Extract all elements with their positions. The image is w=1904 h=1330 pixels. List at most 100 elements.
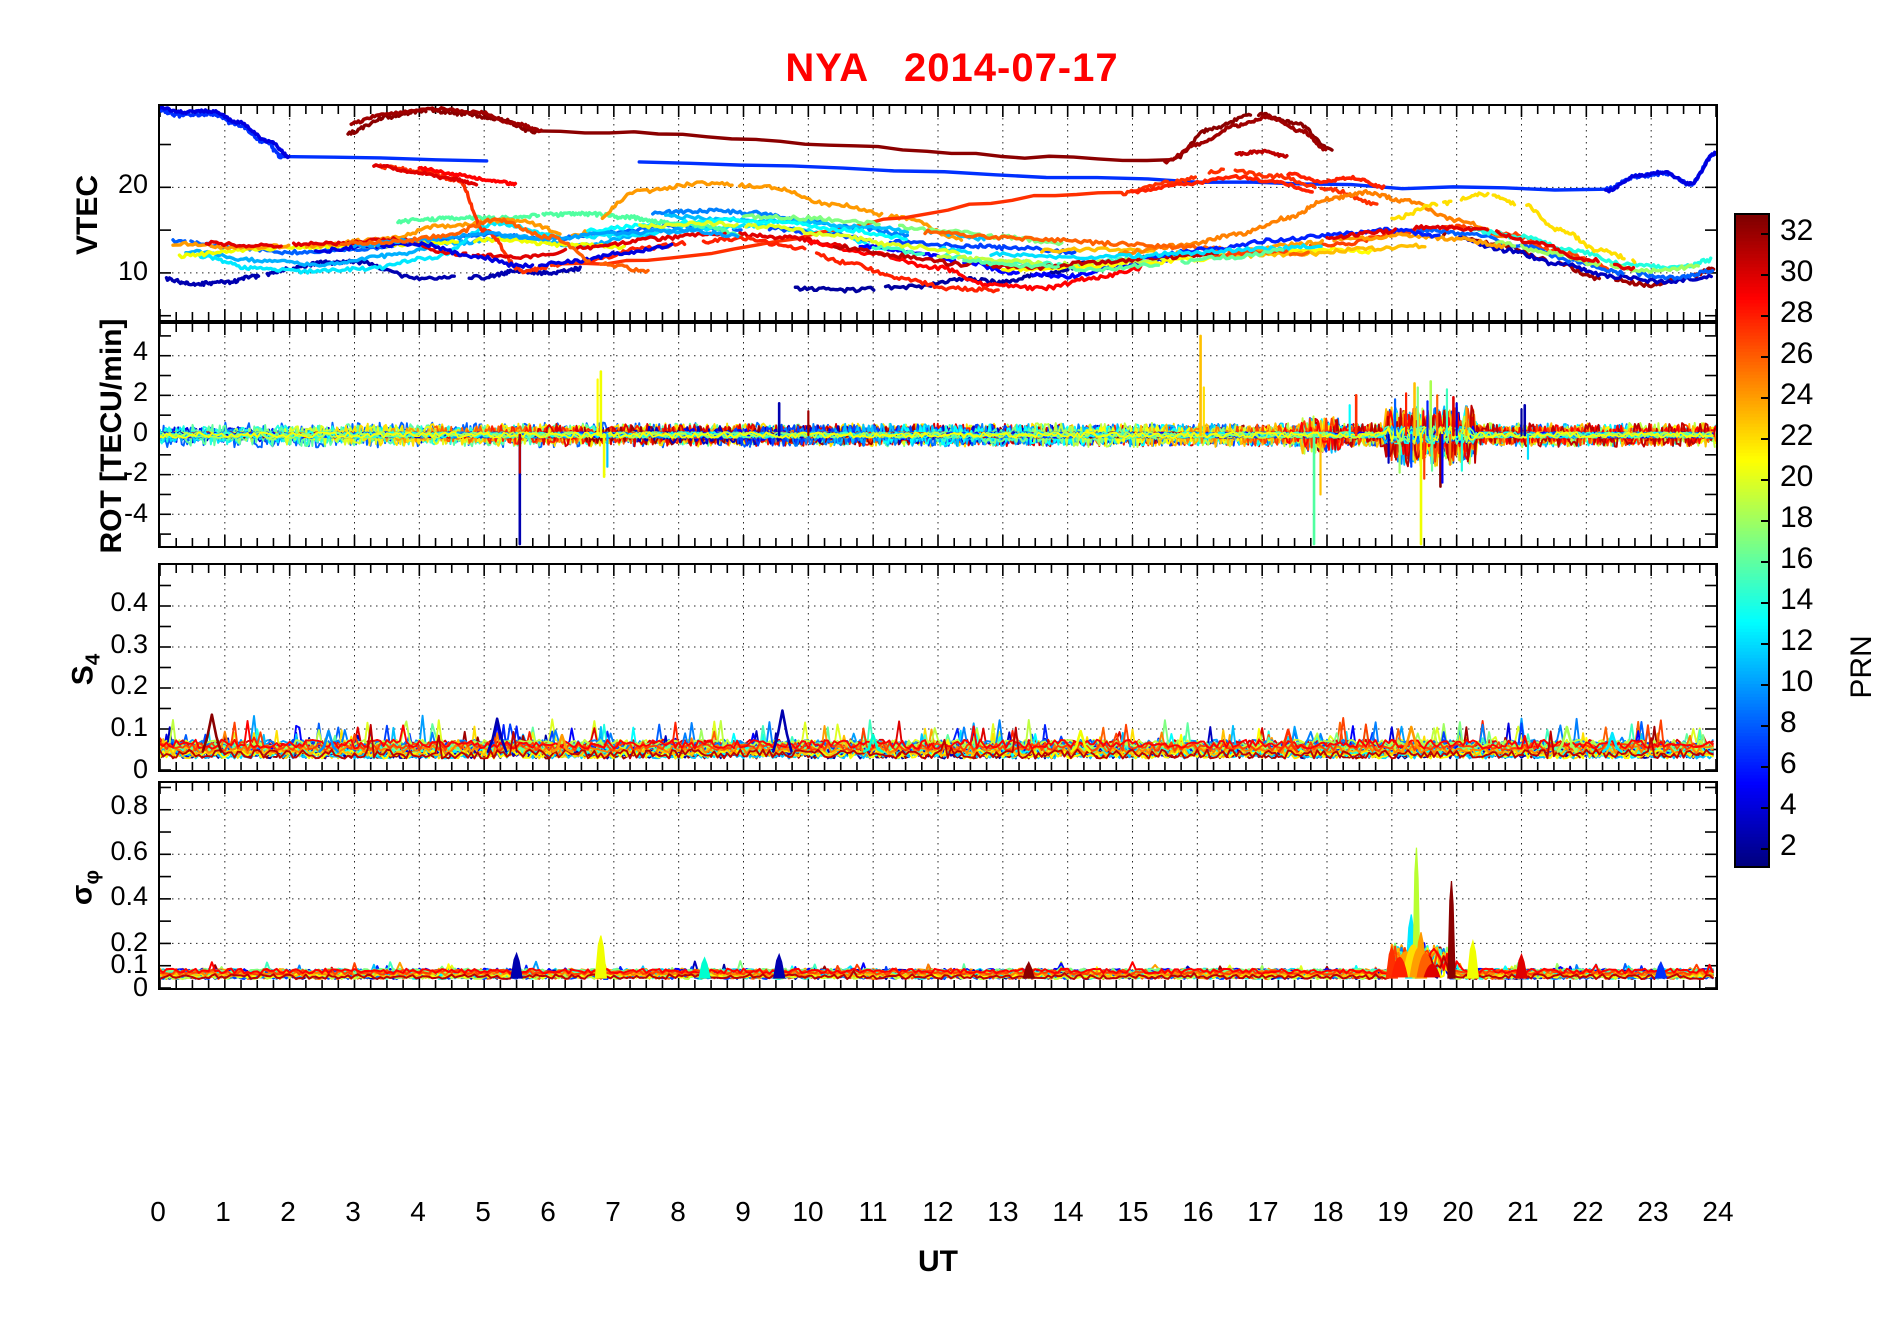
colorbar-tick-label: 12 — [1780, 623, 1814, 657]
data-series-line — [962, 257, 1060, 270]
panel-s4 — [158, 563, 1718, 772]
data-series-line — [428, 107, 1253, 163]
colorbar-prn[interactable] — [1734, 213, 1770, 868]
scintillation-peak — [1654, 961, 1668, 979]
data-series-line — [638, 219, 739, 230]
x-tick-label: 9 — [735, 1196, 751, 1227]
y-tick-label: 0.3 — [110, 628, 148, 659]
scintillation-peak — [510, 951, 523, 979]
data-series-line — [1070, 729, 1092, 753]
x-tick-label: 18 — [1312, 1196, 1344, 1227]
data-series-line — [1325, 227, 1398, 241]
data-series-line — [549, 175, 1198, 268]
data-series-line — [1491, 193, 1517, 207]
scintillation-bump — [1423, 963, 1441, 978]
data-series-line — [1207, 167, 1225, 175]
colorbar-tick-mark — [1761, 847, 1770, 850]
x-tick-label: 6 — [540, 1196, 556, 1227]
data-series-line — [537, 242, 674, 268]
colorbar-tick-label: 28 — [1780, 296, 1814, 330]
data-series-line — [164, 273, 261, 287]
s4-plot-area — [160, 565, 1716, 770]
vtec-plot-area — [160, 106, 1716, 320]
x-tick-label: 17 — [1247, 1196, 1279, 1227]
data-series-line — [162, 108, 489, 163]
x-tick-label: 2 — [280, 1196, 296, 1227]
data-series-line — [339, 217, 591, 263]
y-tick-label: 0.6 — [110, 835, 148, 866]
data-series-line — [417, 165, 518, 187]
y-tick-label: 4 — [132, 336, 148, 367]
data-series-line — [160, 425, 1714, 443]
sigma_phi-plot-area — [160, 783, 1716, 988]
data-series-line — [349, 106, 544, 134]
x-tick-label: 24 — [1702, 1196, 1734, 1227]
data-series-line — [862, 733, 884, 753]
y-tick-label: 0.2 — [110, 926, 148, 957]
data-series-line — [989, 243, 1323, 261]
data-series-line — [680, 216, 908, 241]
colorbar-tick-label: 26 — [1780, 337, 1814, 371]
data-series-line — [1180, 247, 1284, 265]
x-tick-label: 1 — [215, 1196, 231, 1227]
data-series-line — [160, 719, 1714, 750]
y-tick-label: -4 — [123, 497, 148, 528]
colorbar-tick-label: 24 — [1780, 378, 1814, 412]
data-series-line — [551, 733, 573, 753]
data-series-line — [1117, 188, 1506, 256]
data-series-line — [1163, 114, 1328, 165]
y-tick-label: -2 — [123, 457, 148, 488]
scintillation-peak — [698, 956, 711, 979]
panel-rot — [158, 322, 1718, 548]
colorbar-tick-mark — [1761, 438, 1770, 441]
data-series-line — [599, 261, 650, 274]
colorbar-tick-mark — [1761, 233, 1770, 236]
y-tick-label: 0.2 — [110, 670, 148, 701]
y-tick-label: 0.1 — [110, 949, 148, 980]
data-series-line — [936, 254, 952, 260]
colorbar-tick-mark — [1761, 683, 1770, 686]
colorbar-tick-label: 16 — [1780, 541, 1814, 575]
data-series-line — [1442, 199, 1453, 207]
data-series-line — [160, 723, 1714, 760]
y-tick-label: 0.8 — [110, 790, 148, 821]
data-series-line — [832, 244, 972, 268]
x-tick-label: 11 — [858, 1196, 888, 1227]
data-series-line — [541, 210, 744, 239]
data-series-line — [1459, 191, 1490, 202]
data-series-line — [741, 213, 881, 227]
colorbar-tick-label: 10 — [1780, 664, 1814, 698]
x-tick-label: 21 — [1507, 1196, 1539, 1227]
data-series-line — [497, 212, 541, 221]
panel-sigma-phi — [158, 781, 1718, 990]
data-series-line — [814, 251, 1000, 294]
x-tick-label: 14 — [1052, 1196, 1084, 1227]
data-series-line — [1556, 725, 1578, 753]
scintillation-peak — [1447, 880, 1456, 979]
colorbar-tick-mark — [1761, 806, 1770, 809]
data-series-line — [471, 247, 568, 260]
data-series-line — [467, 268, 521, 281]
data-series-line — [375, 241, 535, 269]
data-series-line — [378, 163, 549, 275]
data-series-line — [1635, 268, 1715, 281]
x-tick-label: 3 — [345, 1196, 361, 1227]
data-series-line — [318, 729, 339, 753]
data-series-line — [701, 235, 807, 251]
x-tick-label: 13 — [987, 1196, 1019, 1227]
y-tick-label: 0 — [132, 754, 148, 784]
y-tick-label: 0 — [132, 417, 148, 447]
data-series-line — [197, 219, 562, 275]
data-series-line — [1234, 148, 1289, 159]
colorbar-tick-mark — [1761, 274, 1770, 277]
colorbar-tick-mark — [1761, 315, 1770, 318]
scintillation-peak — [1466, 938, 1480, 979]
data-series-line — [962, 260, 1020, 276]
x-tick-label: 19 — [1377, 1196, 1409, 1227]
y-tick-label: 10 — [117, 256, 148, 287]
colorbar-tick-mark — [1761, 356, 1770, 359]
x-tick-label: 7 — [605, 1196, 621, 1227]
page-title: NYA 2014-07-17 — [785, 46, 1119, 90]
colorbar-tick-mark — [1761, 601, 1770, 604]
y-tick-label: 0 — [132, 972, 148, 1002]
